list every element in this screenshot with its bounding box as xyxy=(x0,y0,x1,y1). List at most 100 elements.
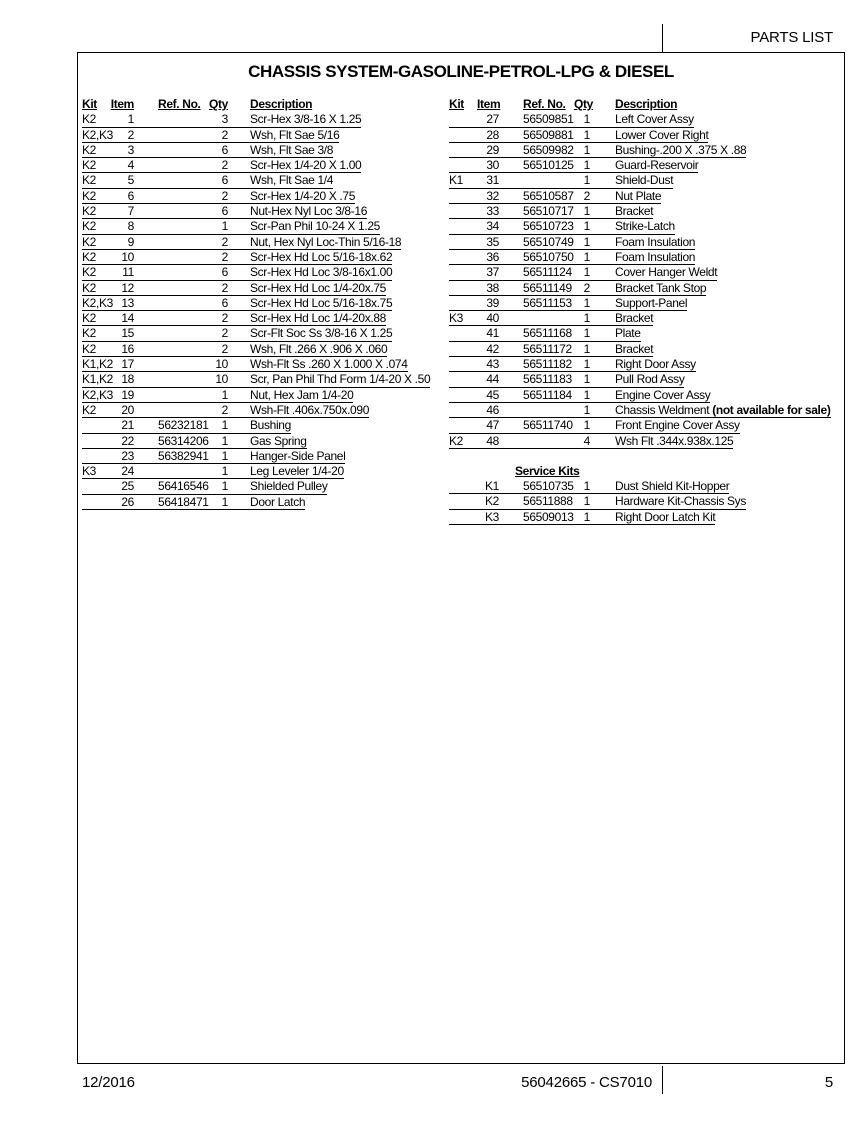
quantity: 1 xyxy=(574,219,591,233)
item-number: 21 xyxy=(110,418,134,432)
quantity: 1 xyxy=(574,372,591,386)
table-row: 26 56418471 1 Door Latch xyxy=(82,494,306,511)
table-row-wrapper: K2 9 2 Nut, Hex Nyl Loc-Thin 5/16-18 xyxy=(82,235,450,250)
footer-doc-number: 56042665 - CS7010 xyxy=(521,1074,652,1091)
header-kit: Kit xyxy=(82,97,110,112)
kit: K2 xyxy=(449,434,477,448)
quantity-text: 2 xyxy=(221,341,229,356)
table-row: K3 40 1 Bracket xyxy=(449,311,654,327)
quantity: 2 xyxy=(204,235,229,249)
table-row: K2 7 6 Nut-Hex Nyl Loc 3/8-16 xyxy=(82,204,367,220)
item-number: 24 xyxy=(110,464,134,478)
item-number-text: 34 xyxy=(486,219,499,234)
kit: K1,K2 xyxy=(82,357,113,372)
kit-text: K2 xyxy=(82,234,96,249)
table-row-wrapper: K2,K3 19 1 Nut, Hex Jam 1/4-20 xyxy=(82,388,450,403)
description: Hanger-Side Panel xyxy=(228,449,346,463)
service-kit-row: K3 56509013 1 Right Door Latch Kit xyxy=(449,509,716,526)
kit xyxy=(82,495,110,509)
quantity-text: 2 xyxy=(583,280,591,295)
item-number: 22 xyxy=(110,434,134,448)
spacer xyxy=(449,449,831,464)
quantity: 2 xyxy=(204,158,229,172)
kit xyxy=(449,326,477,340)
item-number: 4 xyxy=(110,158,135,172)
ref-no-text: 56510723 xyxy=(523,219,574,234)
kit-text: K2 xyxy=(82,311,96,326)
quantity: 2 xyxy=(204,189,229,203)
table-row: 29 56509982 1 Bushing-.200 X .375 X .88 xyxy=(449,142,747,159)
description-text: Bracket xyxy=(615,311,654,326)
parts-table-left: Kit Item Ref. No. Qty Description K2 1 3 Scr-Hex… xyxy=(82,97,450,511)
ref-no xyxy=(499,434,574,448)
description-text: Wsh, Flt Sae 5/16 xyxy=(250,127,340,142)
description-text: Leg Leveler 1/4-20 xyxy=(250,464,344,479)
kit: K2 xyxy=(82,219,110,233)
item-number-text: 18 xyxy=(121,372,134,387)
item-number: 2 xyxy=(110,128,135,142)
quantity-text: 6 xyxy=(221,265,229,280)
description: Strike-Latch xyxy=(590,219,675,233)
quantity: 6 xyxy=(204,265,229,280)
item-number: 14 xyxy=(110,311,134,325)
item-number-text: 1 xyxy=(127,112,135,127)
item-number: 47 xyxy=(477,418,499,432)
kit xyxy=(449,403,477,417)
kit-text: K2 xyxy=(82,219,96,234)
kit: K1 xyxy=(449,173,477,187)
service-kit-row: K1 56510735 1 Dust Shield Kit-Hopper xyxy=(449,479,730,495)
ref-no-text: 56510717 xyxy=(523,204,574,219)
description: Scr-Hex Hd Loc 1/4-20x.88 xyxy=(228,311,386,325)
ref-no-text: 56509982 xyxy=(523,142,574,157)
description: Scr-Hex Hd Loc 3/8-16x1.00 xyxy=(228,265,393,279)
table-row-wrapper: 47 56511740 1 Front Engine Cover Assy xyxy=(449,418,831,434)
kit xyxy=(82,479,110,493)
quantity-text: 2 xyxy=(221,280,229,295)
table-row: K3 24 1 Leg Leveler 1/4-20 xyxy=(82,464,344,480)
quantity: 1 xyxy=(574,249,591,264)
table-row: 28 56509881 1 Lower Cover Right xyxy=(449,128,709,143)
quantity-text: 1 xyxy=(583,265,591,280)
ref-no-text: 56510735 xyxy=(523,479,574,494)
description-text: Bracket xyxy=(615,341,654,356)
item-number-text: 12 xyxy=(121,280,134,295)
item-number-text: 21 xyxy=(121,418,134,433)
description: Scr-Hex 1/4-20 X .75 xyxy=(228,189,355,203)
table-row: 46 1 Chassis Weldment (not available for s… xyxy=(449,402,831,419)
item-number: 31 xyxy=(477,173,499,187)
kit xyxy=(449,112,477,126)
table-row-wrapper: 38 56511149 2 Bracket Tank Stop xyxy=(449,281,831,296)
header-desc-text: Description xyxy=(615,97,678,111)
kit: K2 xyxy=(82,311,110,325)
kit xyxy=(449,158,477,172)
quantity: 6 xyxy=(204,204,229,218)
description: Scr-Pan Phil 10-24 X 1.25 xyxy=(228,219,380,233)
ref-no-text: 56510750 xyxy=(523,249,574,264)
kit xyxy=(449,250,477,264)
ref-no xyxy=(134,311,204,325)
ref-no xyxy=(134,403,204,417)
ref-no xyxy=(134,342,204,356)
item-number-text: 26 xyxy=(121,494,134,509)
item-number-text: 10 xyxy=(121,249,134,264)
quantity: 1 xyxy=(574,418,591,433)
quantity: 10 xyxy=(204,357,228,371)
quantity-text: 1 xyxy=(583,326,591,341)
description-text: Wsh-Flt Ss .260 X 1.000 X .074 xyxy=(250,357,408,372)
quantity-text: 1 xyxy=(583,311,591,326)
kit-text: K1,K2 xyxy=(82,357,113,372)
item-number: 40 xyxy=(477,311,499,325)
quantity-text: 1 xyxy=(583,249,591,264)
item-number-text: 46 xyxy=(486,402,499,417)
quantity: 2 xyxy=(574,280,591,295)
document-title: CHASSIS SYSTEM-GASOLINE-PETROL-LPG & DIE… xyxy=(248,62,674,81)
description-text: Scr-Hex Hd Loc 1/4-20x.88 xyxy=(250,311,386,326)
ref-no xyxy=(134,250,204,264)
quantity: 1 xyxy=(204,434,229,448)
kit-text: K2 xyxy=(82,326,96,341)
ref-no xyxy=(134,464,204,478)
quantity-text: 1 xyxy=(583,418,591,433)
item-number: 44 xyxy=(477,372,499,386)
kit xyxy=(449,143,477,157)
ref-no-text: 56509013 xyxy=(523,509,574,524)
